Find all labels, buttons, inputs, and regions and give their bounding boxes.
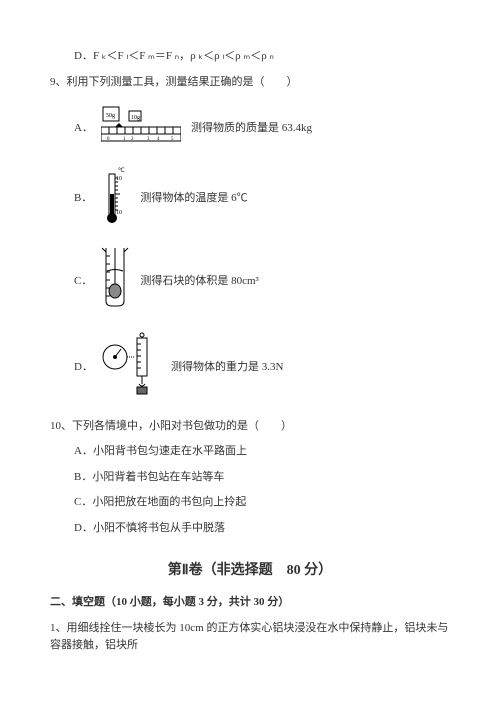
q9-a-desc: 测得物质的质量是 63.4kg [191, 120, 312, 138]
svg-text:10: 10 [116, 210, 122, 216]
svg-text:℃: ℃ [118, 168, 125, 174]
q9-option-c[interactable]: C． 测得石块的体积是 80cm³ [74, 246, 450, 318]
q10-option-d[interactable]: D．小阳不慎将书包从手中脱落 [74, 520, 450, 538]
spring-scale-icon [101, 332, 161, 404]
q9-d-label: D． [74, 359, 93, 377]
balance-scale-icon: 50g 10g 0 1 2 3 4 5 [101, 105, 181, 152]
q10-option-c[interactable]: C．小阳把放在地面的书包向上拎起 [74, 494, 450, 512]
q9-option-d[interactable]: D． 测得物体的重力是 3.3N [74, 332, 450, 404]
fill-blank-heading: 二、填空题（10 小题，每小题 3 分，共计 30 分） [50, 594, 450, 612]
q9-stem: 9、利用下列测量工具，测量结果正确的是（ ） [50, 74, 450, 92]
q9-c-desc: 测得石块的体积是 80cm³ [140, 273, 259, 291]
q10-option-a[interactable]: A．小阳背书包匀速走在水平路面上 [74, 443, 450, 461]
q9-d-desc: 测得物体的重力是 3.3N [171, 359, 283, 377]
q10-option-b[interactable]: B．小阳背着书包站在车站等车 [74, 469, 450, 487]
q9-option-b[interactable]: B． ℃ 10 10 测得物体的温度是 6℃ [74, 166, 450, 233]
q9-option-a[interactable]: A． 50g 10g 0 1 2 3 4 5 测得物质的质量是 63.4kg [74, 105, 450, 152]
svg-text:10: 10 [116, 176, 122, 182]
section-2-title: 第Ⅱ卷（非选择题 80 分） [50, 560, 450, 582]
svg-text:10g: 10g [131, 115, 140, 121]
q9-a-label: A． [74, 120, 93, 138]
thermometer-icon: ℃ 10 10 [100, 166, 130, 233]
q10-stem: 10、下列各情境中，小阳对书包做功的是（ ） [50, 418, 450, 436]
graduated-cylinder-icon [100, 246, 130, 318]
q9-b-label: B． [74, 190, 92, 208]
q9-b-desc: 测得物体的温度是 6℃ [140, 190, 247, 208]
q8-option-d: D．F ₖ＜F ₗ＜F ₘ＝F ₙ，ρ ₖ＜ρ ₗ＜ρ ₘ＜ρ ₙ [74, 48, 450, 66]
q8-option-d-text: D．F ₖ＜F ₗ＜F ₘ＝F ₙ，ρ ₖ＜ρ ₗ＜ρ ₘ＜ρ ₙ [74, 50, 274, 62]
s2-q1: 1、用细线拴住一块棱长为 10cm 的正方体实心铝块浸没在水中保持静止，铝块未与… [50, 620, 450, 655]
q9-c-label: C． [74, 273, 92, 291]
svg-text:50g: 50g [106, 113, 115, 119]
